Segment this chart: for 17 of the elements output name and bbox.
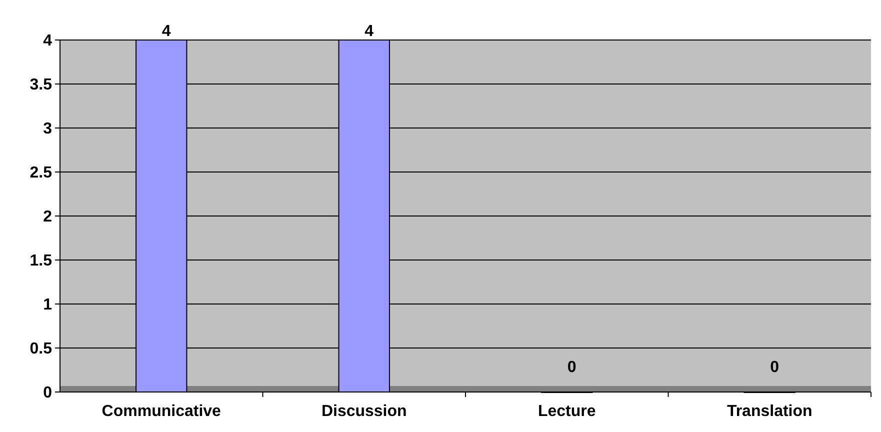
x-tick-label: Discussion <box>321 403 407 420</box>
y-tick-label: 0 <box>43 384 52 402</box>
y-tick-label: 4 <box>43 32 52 50</box>
data-label: 0 <box>567 359 576 376</box>
x-tick-label: Lecture <box>538 403 596 420</box>
y-tick-label: 2.5 <box>30 164 52 182</box>
data-label: 4 <box>162 23 171 40</box>
y-tick-label: 2 <box>43 208 52 226</box>
y-tick-label: 3 <box>43 120 52 138</box>
y-tick-label: 0.5 <box>30 340 52 358</box>
x-tick-label: Communicative <box>102 403 222 420</box>
x-tick-label: Translation <box>726 403 812 420</box>
data-label: 0 <box>770 359 780 376</box>
y-tick-label: 1 <box>43 296 52 314</box>
data-label: 4 <box>364 23 374 40</box>
y-tick-label: 3.5 <box>30 76 52 94</box>
y-tick-label: 1.5 <box>30 252 52 270</box>
